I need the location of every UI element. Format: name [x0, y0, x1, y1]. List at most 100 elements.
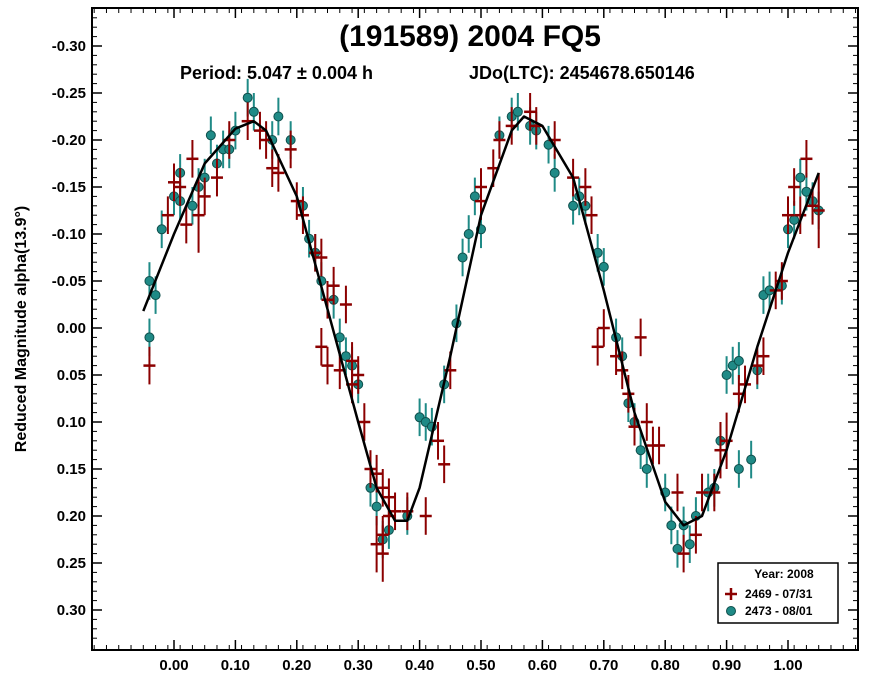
y-tick-label: 0.10	[57, 414, 86, 431]
point-2469	[432, 422, 445, 460]
point-2469	[640, 403, 653, 441]
point-2473	[764, 271, 775, 310]
x-tick-label: 0.80	[651, 657, 680, 674]
point-2473	[641, 450, 652, 488]
point-2469	[358, 403, 371, 441]
point-2469	[689, 516, 702, 554]
point-2469	[653, 426, 666, 465]
point-2469	[616, 351, 629, 390]
point-2473	[543, 125, 554, 164]
point-2469	[622, 375, 635, 413]
y-tick-label: -0.05	[52, 273, 86, 290]
point-2473	[684, 525, 695, 563]
point-2469	[671, 473, 684, 512]
point-2469	[524, 93, 537, 131]
point-2469	[180, 205, 193, 244]
point-2469	[591, 328, 604, 366]
jdo-label: JDo(LTC): 2454678.650146	[469, 63, 695, 83]
plot-frame	[91, 7, 859, 651]
period-label: Period: 5.047 ± 0.004 h	[180, 63, 373, 83]
point-2469	[321, 346, 334, 385]
point-2469	[198, 177, 211, 216]
point-2469	[419, 497, 432, 535]
point-2469	[696, 473, 709, 512]
y-tick-label: -0.30	[52, 38, 86, 55]
point-2473	[789, 201, 800, 239]
point-2469	[161, 196, 174, 234]
point-2473	[635, 431, 646, 469]
point-2469	[806, 187, 819, 225]
legend-entry-1: 2469 - 07/31	[745, 587, 813, 601]
point-2473	[205, 116, 216, 155]
point-2469	[788, 168, 801, 206]
point-2469	[315, 238, 328, 277]
legend-entry-2: 2473 - 08/01	[745, 604, 813, 618]
point-2473	[549, 154, 560, 192]
point-2469	[272, 154, 285, 192]
point-2473	[795, 158, 806, 197]
point-2473	[746, 440, 757, 479]
y-tick-label: -0.10	[52, 226, 86, 243]
point-2469	[186, 140, 199, 178]
legend-box	[717, 562, 839, 624]
x-tick-label: 0.60	[528, 657, 557, 674]
point-2469	[266, 149, 279, 187]
point-2469	[192, 177, 205, 253]
point-2469	[579, 168, 592, 206]
point-2469	[782, 196, 794, 234]
point-2469	[168, 163, 180, 202]
x-tick-label: 0.90	[712, 657, 741, 674]
y-tick-label: -0.15	[52, 179, 86, 196]
point-2469	[210, 158, 223, 197]
point-2469	[327, 266, 340, 305]
point-2473	[733, 450, 744, 488]
y-axis-label: Reduced Magnitude alpha(13.9°)	[13, 206, 30, 452]
point-2469	[812, 172, 825, 249]
point-2473	[512, 93, 523, 131]
x-tick-label: 1.00	[773, 657, 802, 674]
point-2469	[352, 356, 365, 394]
point-2473	[457, 238, 468, 277]
point-2469	[438, 445, 451, 484]
point-2469	[339, 285, 352, 324]
point-2473	[156, 210, 167, 249]
point-2469	[585, 196, 598, 234]
legend: Year: 2008 2469 - 07/31 2473 - 08/01	[717, 562, 839, 624]
point-2469	[794, 196, 807, 234]
point-2469	[800, 140, 813, 178]
y-tick-label: 0.15	[57, 461, 86, 478]
point-2469	[493, 121, 506, 159]
x-tick-label: 0.70	[589, 657, 618, 674]
x-tick-label: 0.50	[466, 657, 495, 674]
point-2469	[370, 516, 383, 573]
point-2469	[677, 534, 690, 573]
y-tick-label: 0.05	[57, 367, 86, 384]
point-2473	[463, 215, 474, 253]
y-tick-label: -0.25	[52, 85, 86, 102]
point-2469	[315, 328, 328, 366]
x-tick-label: 0.10	[221, 657, 250, 674]
chart-title: (191589) 2004 FQ5	[339, 20, 601, 53]
fit-curve	[142, 115, 820, 527]
point-2473	[273, 97, 284, 136]
y-tick-label: 0.30	[57, 602, 86, 619]
y-tick-label: 0.00	[57, 320, 86, 337]
point-2473	[248, 93, 259, 131]
point-2473	[469, 177, 480, 216]
y-tick-label: -0.20	[52, 132, 86, 149]
point-2469	[143, 346, 156, 385]
point-2473	[672, 530, 683, 568]
fit-curve-path	[142, 115, 820, 527]
point-2473	[733, 342, 744, 380]
point-2473	[721, 356, 732, 394]
data-points	[143, 78, 825, 582]
legend-marker-plus	[725, 588, 737, 600]
point-2473	[598, 248, 609, 286]
x-tick-label: 0.20	[282, 657, 311, 674]
y-tick-label: 0.25	[57, 555, 86, 572]
x-tick-label: 0.40	[405, 657, 434, 674]
point-2469	[376, 516, 389, 554]
legend-marker-circle	[726, 606, 736, 616]
x-tick-label: 0.00	[159, 657, 188, 674]
